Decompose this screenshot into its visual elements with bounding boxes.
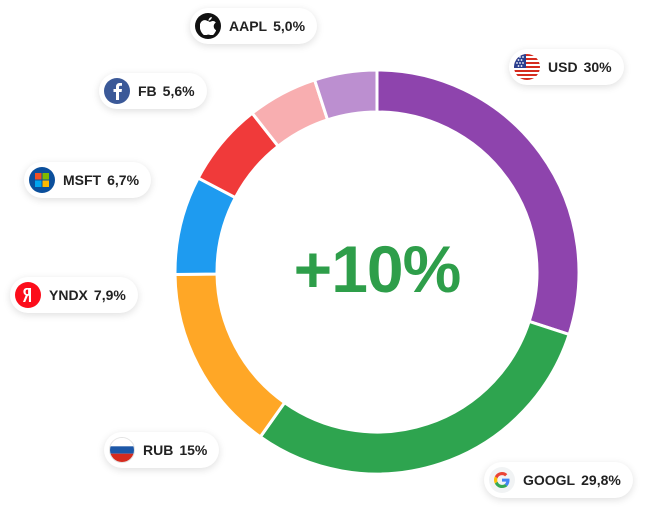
legend-share: 7,9% xyxy=(93,287,126,303)
legend-share: 29,8% xyxy=(581,472,621,488)
donut-slice-googl xyxy=(258,319,572,476)
facebook-logo-icon xyxy=(104,78,130,104)
legend-share: 30% xyxy=(583,59,612,75)
us-flag-icon xyxy=(514,54,540,80)
apple-logo-icon xyxy=(195,13,221,39)
legend-ticker: FB xyxy=(138,83,157,99)
legend-ticker: MSFT xyxy=(63,172,102,188)
legend-pill-rub: RUB 15% xyxy=(104,432,220,468)
google-logo-icon xyxy=(489,467,515,493)
windows-logo-icon xyxy=(29,167,55,193)
legend-pill-googl: GOOGL 29,8% xyxy=(484,462,633,498)
legend-pill-yndx: YNDX 7,9% xyxy=(10,277,138,313)
legend-ticker: YNDX xyxy=(49,287,88,303)
legend-pill-aapl: AAPL 5,0% xyxy=(190,8,318,44)
legend-ticker: AAPL xyxy=(229,18,268,34)
legend-ticker: GOOGL xyxy=(523,472,576,488)
legend-pill-fb: FB 5,6% xyxy=(99,73,207,109)
yandex-logo-icon xyxy=(15,282,41,308)
legend-pill-msft: MSFT 6,7% xyxy=(24,162,152,198)
legend-share: 5,0% xyxy=(273,18,306,34)
legend-pill-usd: USD 30% xyxy=(509,49,624,85)
center-value: +10% xyxy=(293,232,462,306)
legend-ticker: RUB xyxy=(143,442,174,458)
legend-ticker: USD xyxy=(548,59,578,75)
russia-flag-icon xyxy=(109,437,135,463)
legend-share: 5,6% xyxy=(162,83,195,99)
donut-slice-aapl xyxy=(312,68,379,122)
legend-share: 6,7% xyxy=(107,172,140,188)
legend-share: 15% xyxy=(179,442,208,458)
